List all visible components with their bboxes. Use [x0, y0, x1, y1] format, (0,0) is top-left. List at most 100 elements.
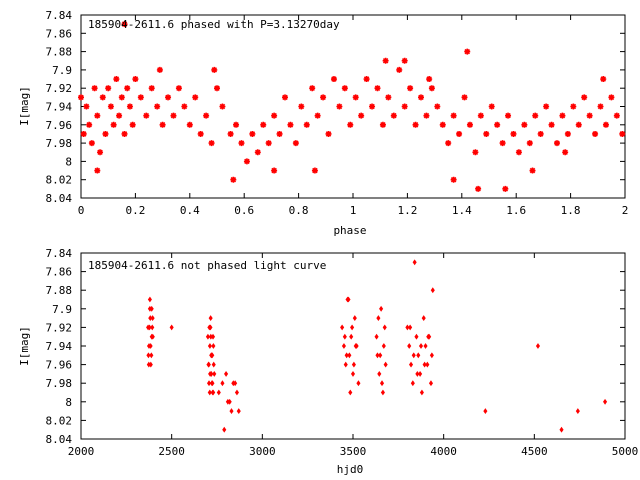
phased-data-point [510, 130, 517, 137]
phased-data-point [159, 121, 166, 128]
phased-x-axis-label: phase [333, 224, 366, 237]
unphased-data-point [350, 370, 356, 377]
unphased-panel-title: 185904-2611.6 not phased light curve [88, 259, 326, 272]
phased-data-point [260, 121, 267, 128]
unphased-data-point [415, 370, 420, 377]
unphased-data-point [149, 305, 154, 312]
phased-data-point [515, 149, 522, 156]
phased-data-point [529, 167, 536, 174]
unphased-data-point [381, 343, 386, 349]
unphased-data-point [426, 333, 431, 340]
unphased-x-tick-label: 3000 [249, 445, 276, 458]
phased-data-point [537, 130, 544, 137]
unphased-data-point [421, 315, 426, 322]
unphased-data-point [209, 370, 214, 377]
unphased-data-point [208, 315, 213, 322]
unphased-data-point [211, 343, 216, 349]
unphased-data-point [211, 389, 216, 396]
unphased-data-point [149, 352, 154, 359]
phased-data-point [80, 130, 87, 137]
unphased-data-point [405, 324, 410, 331]
phased-panel: 0 0.2 0.4 0.6 0.8 1 1.2 1.4 1.6 1.8 2 7.84 7.86 7.88 7… [18, 9, 628, 237]
unphased-data-point [146, 352, 151, 359]
unphased-data-point [559, 426, 564, 433]
unphased-data-point [380, 389, 385, 396]
unphased-x-tick-label: 2500 [158, 445, 185, 458]
unphased-y-tick-label: 8.04 [46, 433, 73, 446]
unphased-data-point [150, 324, 155, 331]
phased-data-point [314, 112, 321, 119]
phased-data-point [559, 112, 566, 119]
phased-data-point [543, 103, 550, 110]
phased-data-point [175, 85, 182, 92]
phased-data-point [181, 103, 188, 110]
phased-data-point [271, 167, 278, 174]
phased-data-point [233, 121, 240, 128]
phased-data-point [214, 85, 220, 92]
unphased-data-point [423, 343, 428, 349]
unphased-data-point [575, 408, 580, 415]
unphased-data-point [206, 361, 211, 368]
phased-y-tick-label: 8.04 [46, 192, 73, 205]
phased-x-tick-label: 0.2 [125, 204, 145, 217]
unphased-data-point [344, 352, 349, 359]
phased-data-point [325, 130, 332, 137]
phased-y-tick-label: 7.96 [46, 119, 73, 132]
unphased-data-point [430, 287, 435, 294]
unphased-data-point [208, 333, 213, 340]
phased-data-point [320, 94, 327, 101]
phased-data-point [230, 176, 237, 183]
unphased-data-point [342, 333, 347, 340]
phased-data-point [276, 130, 283, 137]
phased-data-point [379, 121, 386, 128]
unphased-data-point [341, 343, 346, 349]
unphased-data-point [411, 352, 416, 359]
phased-data-point [439, 121, 446, 128]
unphased-data-point [356, 380, 361, 387]
phased-x-tick-label: 1.8 [561, 204, 581, 217]
unphased-data-point [229, 408, 234, 415]
unphased-data-point [418, 343, 424, 349]
unphased-data-point [207, 343, 212, 349]
unphased-plot-frame [80, 252, 626, 440]
phased-x-tick-label: 0.8 [289, 204, 309, 217]
unphased-data-point [416, 352, 421, 359]
unphased-data-point [428, 380, 434, 387]
phased-data-point [271, 112, 278, 119]
unphased-x-tick-label: 3500 [340, 445, 367, 458]
unphased-data-point [349, 333, 354, 340]
phased-data-point [227, 130, 234, 137]
phased-data-point [619, 130, 626, 137]
unphased-data-point [422, 361, 427, 368]
phased-data-point [450, 112, 457, 119]
unphased-data-point [234, 389, 239, 396]
unphased-y-tick-label: 8 [65, 396, 72, 409]
phased-data-point [105, 85, 112, 92]
phased-y-tick-label: 7.9 [52, 64, 72, 77]
phased-data-point [613, 112, 620, 119]
phased-data-point [265, 140, 272, 147]
unphased-data-point [210, 352, 215, 359]
phased-data-point [597, 103, 604, 110]
unphased-data-point [340, 324, 345, 331]
phased-data-point [208, 140, 215, 147]
unphased-data-point [148, 343, 153, 349]
unphased-y-tick-label: 7.96 [46, 359, 73, 372]
phased-data-point [121, 21, 128, 28]
phased-data-point [456, 130, 463, 137]
phased-y-tick-label: 7.84 [46, 9, 73, 22]
phased-data-point [418, 94, 424, 101]
phased-x-tick-label: 1 [350, 204, 357, 217]
unphased-data-point [208, 324, 213, 331]
phased-data-point [197, 130, 204, 137]
phased-y-tick-label: 7.88 [46, 46, 73, 59]
phased-data-point [129, 121, 136, 128]
phased-data-point [254, 149, 261, 156]
phased-y-tick-label: 7.98 [46, 137, 73, 150]
unphased-data-point [206, 380, 212, 387]
unphased-data-point [418, 370, 423, 377]
unphased-points [146, 259, 608, 433]
phased-x-tick-label: 1.2 [397, 204, 417, 217]
phased-data-point [243, 158, 250, 165]
unphased-data-point [148, 315, 153, 322]
